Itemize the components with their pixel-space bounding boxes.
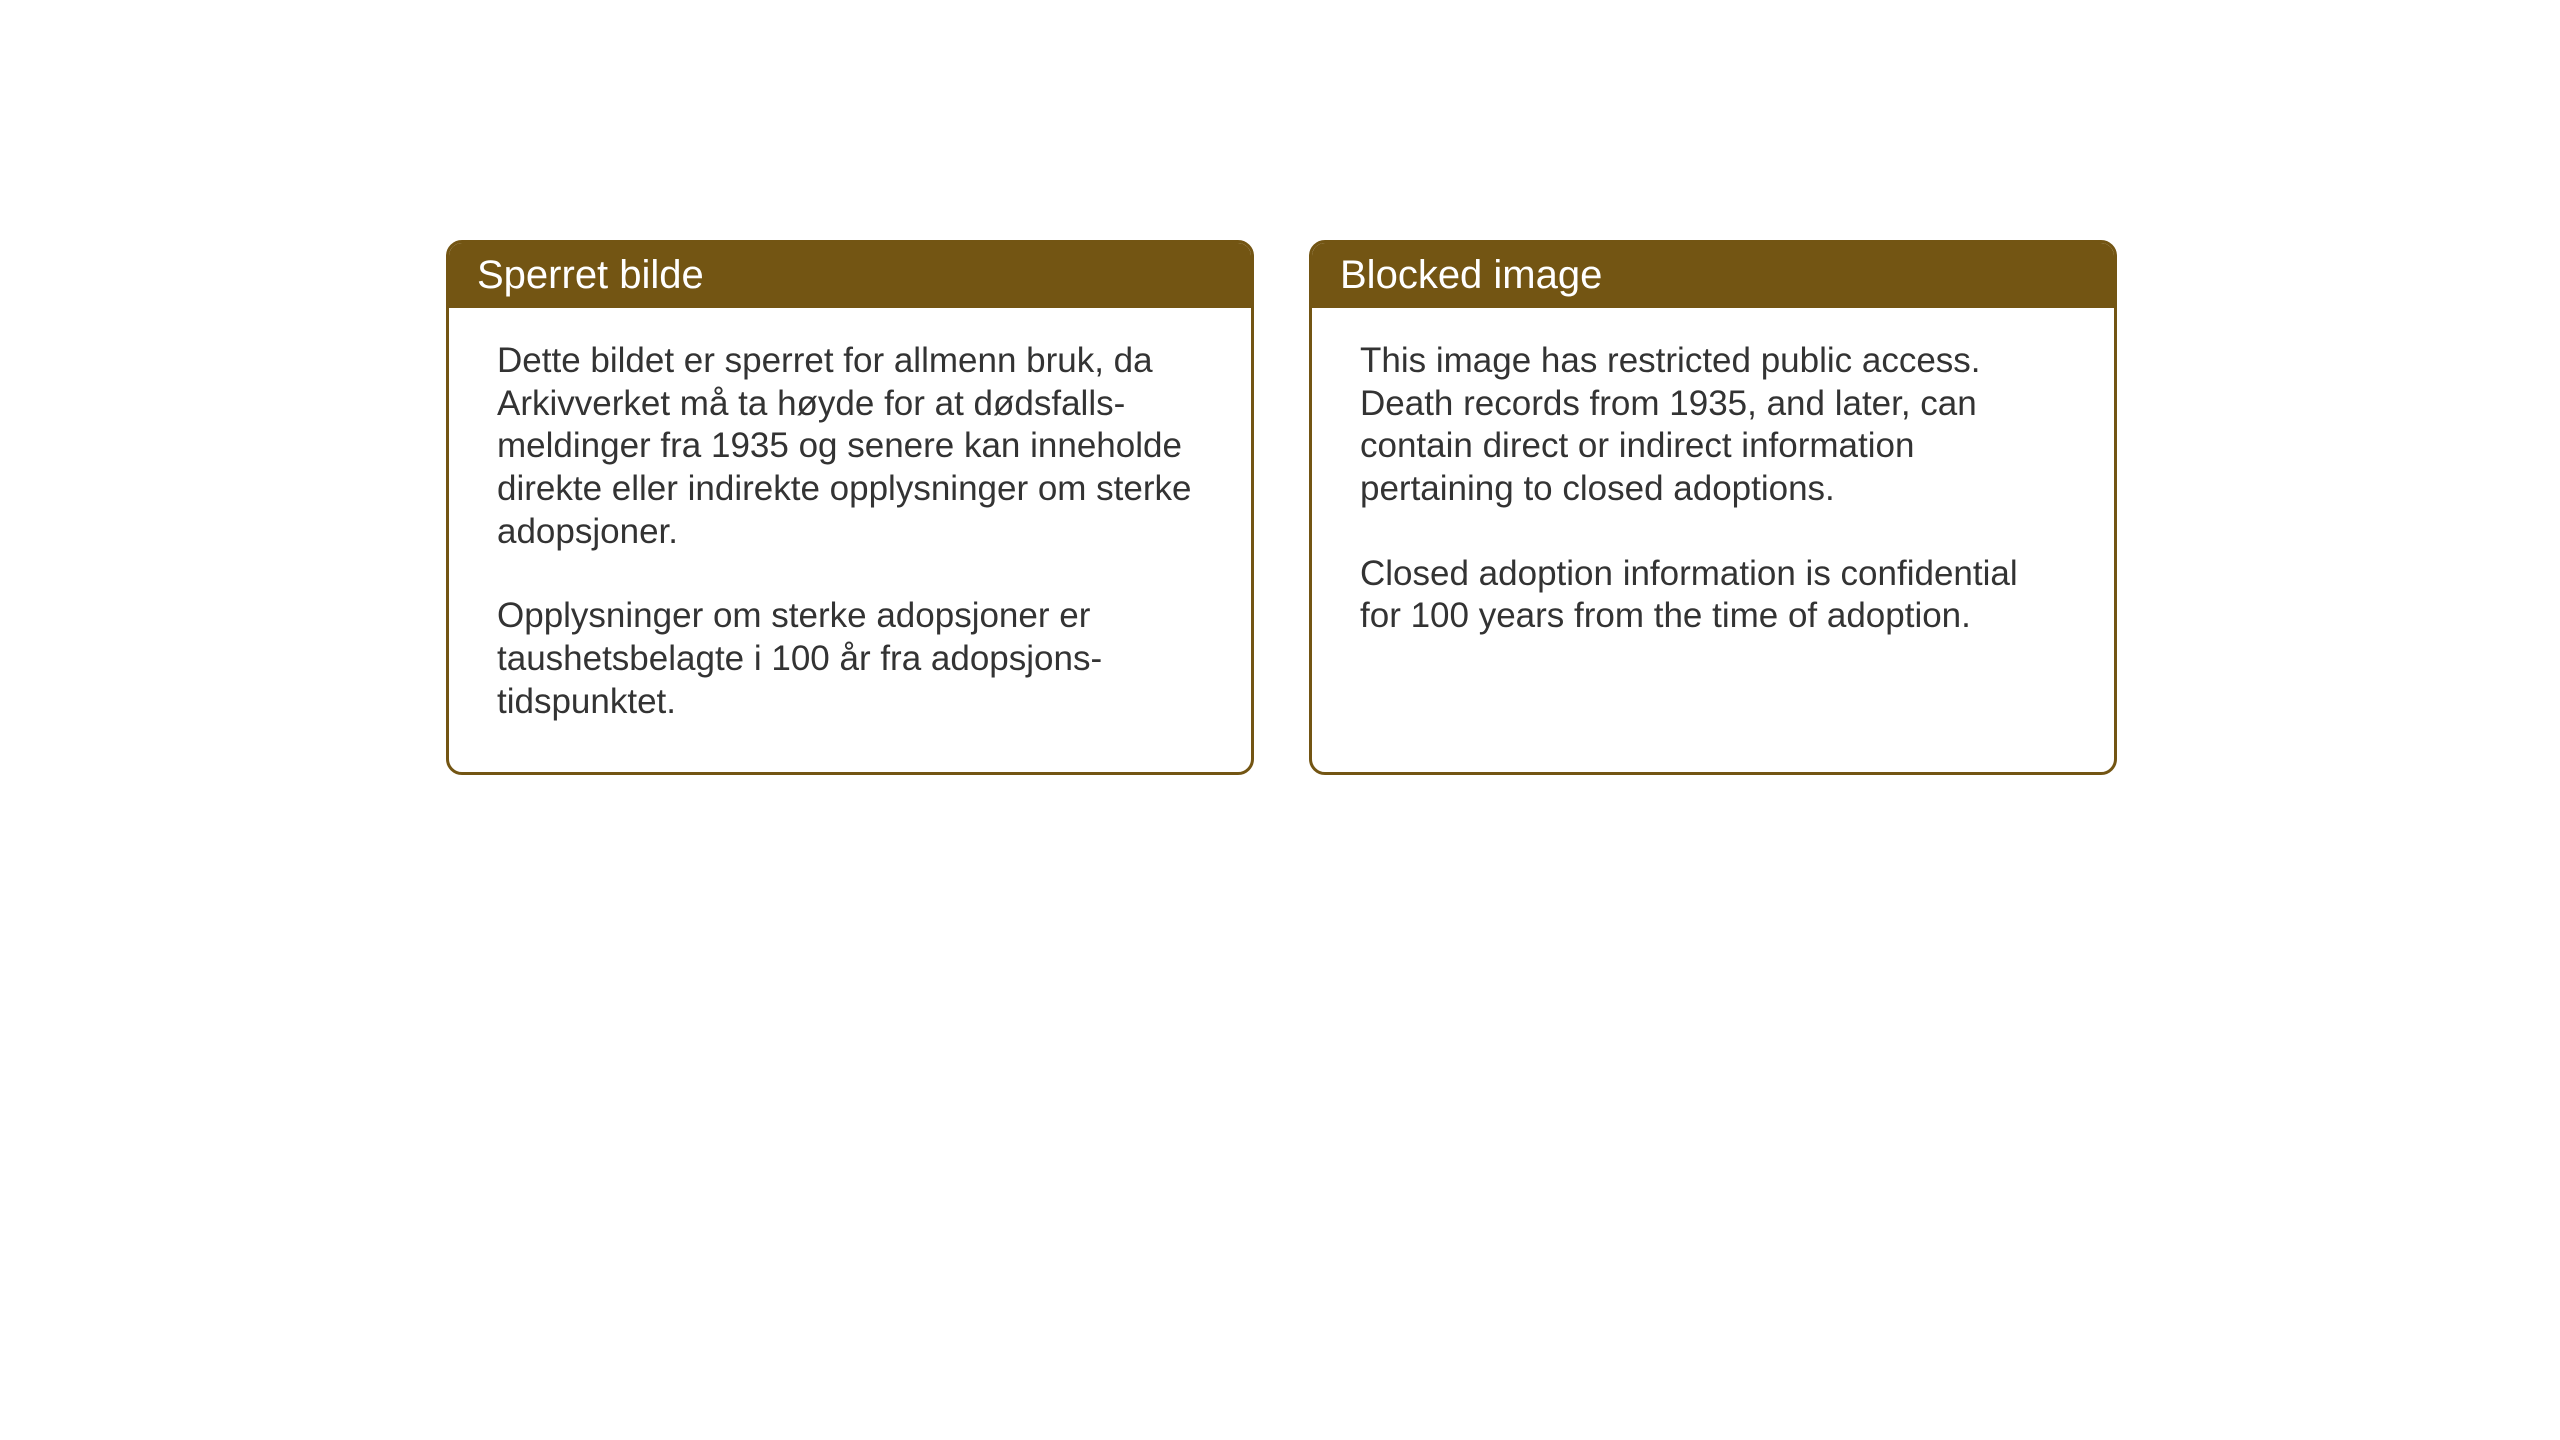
notice-card-norwegian: Sperret bilde Dette bildet er sperret fo… [446, 240, 1254, 775]
notice-card-english: Blocked image This image has restricted … [1309, 240, 2117, 775]
card-paragraph: Opplysninger om sterke adopsjoner er tau… [497, 595, 1203, 723]
card-title: Blocked image [1340, 253, 1602, 297]
card-paragraph: Closed adoption information is confident… [1360, 553, 2066, 638]
card-paragraph: This image has restricted public access.… [1360, 340, 2066, 511]
card-title: Sperret bilde [477, 253, 704, 297]
card-body-norwegian: Dette bildet er sperret for allmenn bruk… [449, 308, 1251, 772]
card-body-english: This image has restricted public access.… [1312, 308, 2114, 728]
card-header-english: Blocked image [1312, 243, 2114, 308]
notice-container: Sperret bilde Dette bildet er sperret fo… [446, 240, 2117, 775]
card-header-norwegian: Sperret bilde [449, 243, 1251, 308]
card-paragraph: Dette bildet er sperret for allmenn bruk… [497, 340, 1203, 553]
